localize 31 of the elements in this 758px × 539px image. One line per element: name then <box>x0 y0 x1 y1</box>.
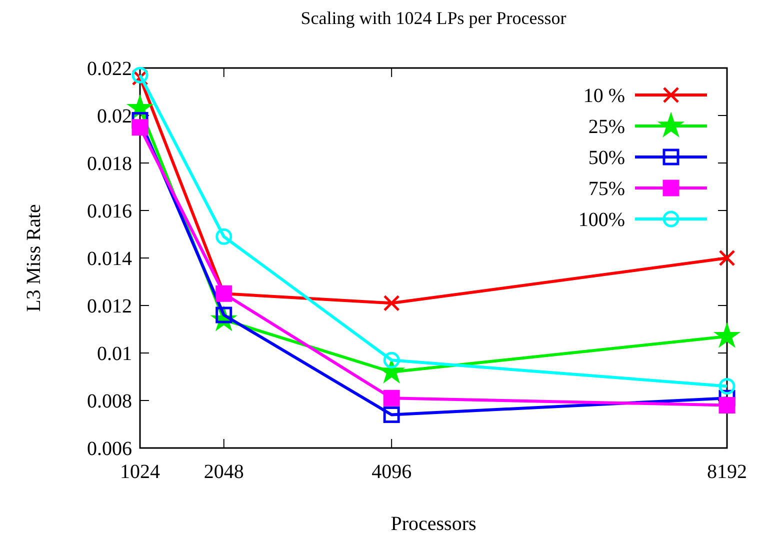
point <box>383 352 400 368</box>
x-tick-label: 1024 <box>120 461 160 483</box>
y-tick-label: 0.01 <box>97 343 132 365</box>
chart-title: Scaling with 1024 LPs per Processor <box>300 8 566 28</box>
point <box>718 397 736 414</box>
point <box>718 250 736 266</box>
point <box>383 406 400 423</box>
y-tick-label: 0.016 <box>87 200 132 222</box>
legend-label: 50% <box>588 147 625 169</box>
y-tick-label: 0.022 <box>87 58 132 80</box>
y-tick-label: 0.014 <box>87 248 132 270</box>
legend-label: 75% <box>588 178 625 200</box>
point <box>216 228 232 245</box>
y-tick-label: 0.018 <box>87 153 132 175</box>
point <box>718 378 736 394</box>
x-axis-title: Processors <box>390 513 476 535</box>
legend-label: 10 % <box>583 85 625 107</box>
x-tick-label: 4096 <box>372 461 412 483</box>
y-tick-label: 0.008 <box>87 390 132 412</box>
legend-label: 100% <box>578 209 625 231</box>
y-tick-label: 0.012 <box>87 296 132 318</box>
point <box>383 294 400 312</box>
point <box>714 323 740 348</box>
legend-label: 25% <box>588 116 625 138</box>
point <box>132 119 148 136</box>
y-tick-label: 0.02 <box>97 106 132 128</box>
x-tick-label: 8192 <box>707 461 747 483</box>
x-tick-label: 2048 <box>204 461 244 483</box>
y-tick-label: 0.006 <box>87 438 132 460</box>
point <box>383 390 400 406</box>
y-axis-title: L3 Miss Rate <box>23 204 45 312</box>
